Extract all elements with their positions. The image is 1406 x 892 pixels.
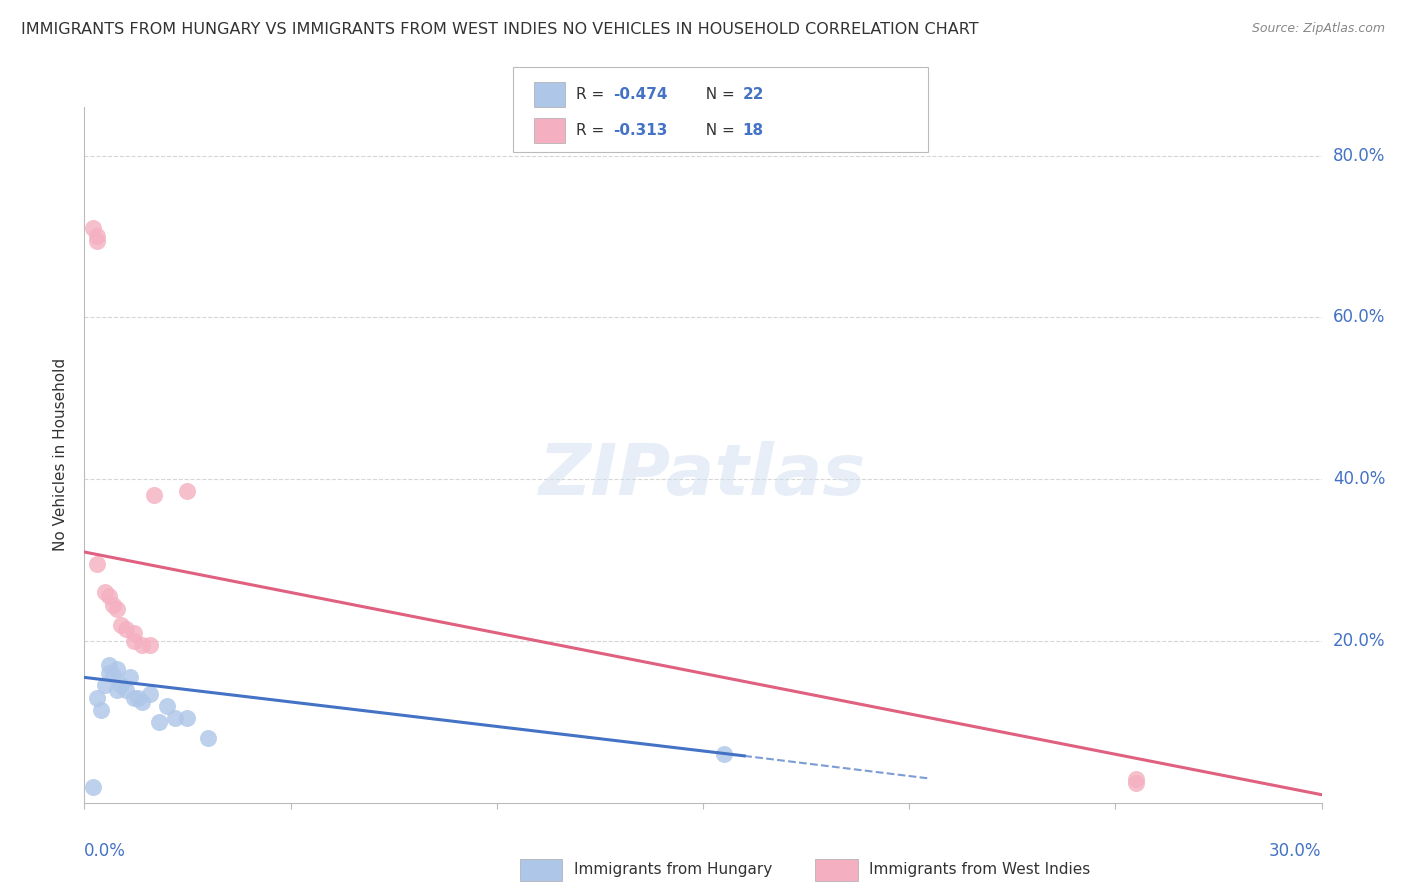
Text: 18: 18 [742, 123, 763, 138]
Text: 40.0%: 40.0% [1333, 470, 1385, 488]
Point [82, 780, 104, 794]
Point [94, 585, 117, 599]
Point [103, 668, 125, 682]
Point [127, 690, 149, 705]
Point [90, 703, 112, 717]
Text: Source: ZipAtlas.com: Source: ZipAtlas.com [1251, 22, 1385, 36]
Point [176, 711, 198, 725]
Point [114, 622, 136, 636]
Point [86, 234, 108, 248]
Point [176, 484, 198, 499]
Point [105, 601, 128, 615]
Point [131, 695, 153, 709]
Point [98, 666, 121, 681]
Y-axis label: No Vehicles in Household: No Vehicles in Household [53, 359, 69, 551]
Point [713, 747, 735, 762]
Point [165, 711, 187, 725]
Point [98, 590, 121, 604]
Point [118, 670, 141, 684]
Text: ZIPatlas: ZIPatlas [540, 442, 866, 510]
Point [143, 488, 166, 502]
Text: -0.313: -0.313 [613, 123, 668, 138]
Point [110, 617, 132, 632]
Text: R =: R = [576, 123, 610, 138]
Point [131, 638, 153, 652]
Point [82, 221, 104, 235]
Point [103, 598, 125, 612]
Point [110, 678, 132, 692]
Point [122, 626, 145, 640]
Point [139, 687, 162, 701]
Text: IMMIGRANTS FROM HUNGARY VS IMMIGRANTS FROM WEST INDIES NO VEHICLES IN HOUSEHOLD : IMMIGRANTS FROM HUNGARY VS IMMIGRANTS FR… [21, 22, 979, 37]
Point [1125, 775, 1147, 789]
Point [98, 658, 121, 673]
Text: 60.0%: 60.0% [1333, 309, 1385, 326]
Text: Immigrants from Hungary: Immigrants from Hungary [574, 863, 772, 877]
Point [94, 678, 117, 692]
Text: 30.0%: 30.0% [1270, 842, 1322, 860]
Point [197, 731, 219, 745]
Text: N =: N = [696, 123, 740, 138]
Point [86, 557, 108, 571]
Text: 20.0%: 20.0% [1333, 632, 1385, 650]
Text: 0.0%: 0.0% [84, 842, 127, 860]
Text: Immigrants from West Indies: Immigrants from West Indies [869, 863, 1090, 877]
Point [148, 714, 170, 729]
Point [122, 634, 145, 648]
Point [156, 698, 179, 713]
Point [86, 690, 108, 705]
Text: R =: R = [576, 87, 610, 102]
Point [1125, 772, 1147, 786]
Point [105, 662, 128, 676]
Text: 80.0%: 80.0% [1333, 146, 1385, 165]
Point [122, 690, 145, 705]
Point [114, 682, 136, 697]
Text: -0.474: -0.474 [613, 87, 668, 102]
Text: 22: 22 [742, 87, 763, 102]
Text: N =: N = [696, 87, 740, 102]
Point [139, 638, 162, 652]
Point [105, 682, 128, 697]
Point [86, 229, 108, 244]
